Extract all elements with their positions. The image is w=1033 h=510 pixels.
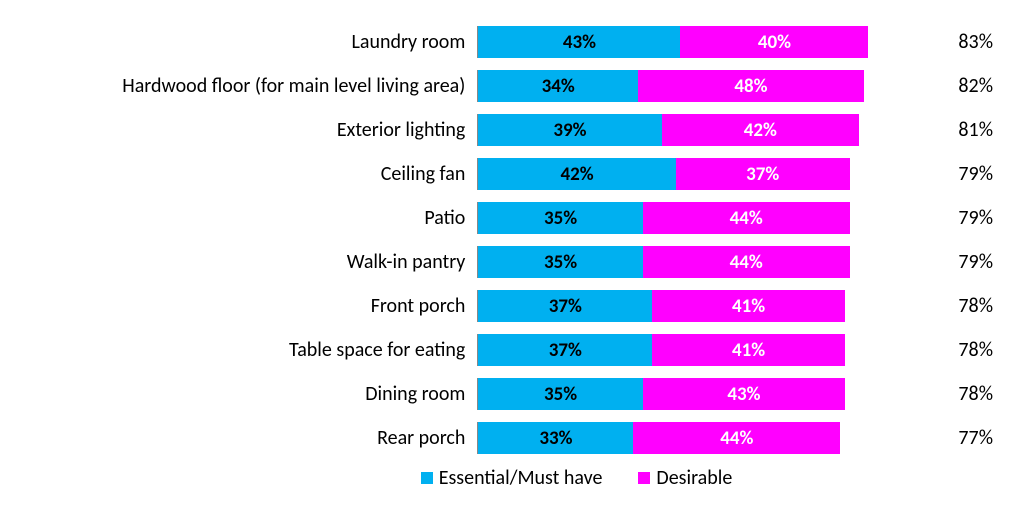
chart-row: Rear porch 33% 44% 77%	[40, 416, 993, 460]
segment-value: 37%	[746, 163, 779, 186]
category-label: Front porch	[40, 294, 477, 318]
chart-row: Laundry room 43% 40% 83%	[40, 20, 993, 64]
segment-value: 37%	[549, 339, 582, 362]
category-label: Patio	[40, 206, 477, 230]
bar-track: 34% 48%	[477, 70, 944, 102]
segment-value: 41%	[732, 295, 765, 318]
total-label: 79%	[944, 206, 993, 230]
segment-value: 37%	[549, 295, 582, 318]
bar-segment-essential: 34%	[478, 70, 638, 102]
bar-segment-desirable: 41%	[652, 290, 845, 322]
total-label: 81%	[944, 118, 993, 142]
bar-track: 42% 37%	[477, 158, 944, 190]
total-label: 83%	[944, 30, 993, 54]
total-label: 77%	[944, 426, 993, 450]
total-label: 78%	[944, 338, 993, 362]
segment-value: 33%	[539, 427, 572, 450]
segment-value: 48%	[734, 75, 767, 98]
bar-segment-essential: 33%	[478, 422, 633, 454]
category-label: Laundry room	[40, 30, 477, 54]
segment-value: 43%	[563, 31, 596, 54]
legend-item: Essential/Must have	[421, 466, 603, 490]
legend-item: Desirable	[638, 466, 732, 490]
segment-value: 35%	[544, 251, 577, 274]
bar-segment-desirable: 40%	[680, 26, 868, 58]
chart-row: Ceiling fan 42% 37% 79%	[40, 152, 993, 196]
chart-row: Patio 35% 44% 79%	[40, 196, 993, 240]
segment-value: 34%	[542, 75, 575, 98]
bar-segment-essential: 42%	[478, 158, 675, 190]
total-label: 82%	[944, 74, 993, 98]
bar-segment-essential: 35%	[478, 246, 643, 278]
bar-segment-essential: 35%	[478, 202, 643, 234]
category-label: Dining room	[40, 382, 477, 406]
total-label: 78%	[944, 382, 993, 406]
bar-segment-desirable: 44%	[633, 422, 840, 454]
legend-swatch	[638, 472, 650, 484]
total-label: 78%	[944, 294, 993, 318]
category-label: Rear porch	[40, 426, 477, 450]
bar-track: 39% 42%	[477, 114, 944, 146]
segment-value: 44%	[720, 427, 753, 450]
bar-segment-desirable: 41%	[652, 334, 845, 366]
bar-segment-essential: 35%	[478, 378, 643, 410]
segment-value: 40%	[758, 31, 791, 54]
bar-segment-desirable: 43%	[643, 378, 845, 410]
chart-row: Table space for eating 37% 41% 78%	[40, 328, 993, 372]
category-label: Hardwood floor (for main level living ar…	[40, 74, 477, 98]
category-label: Exterior lighting	[40, 118, 477, 142]
segment-value: 41%	[732, 339, 765, 362]
segment-value: 39%	[553, 119, 586, 142]
bar-segment-essential: 37%	[478, 334, 652, 366]
total-label: 79%	[944, 162, 993, 186]
legend-label: Desirable	[656, 466, 732, 490]
segment-value: 43%	[727, 383, 760, 406]
total-label: 79%	[944, 250, 993, 274]
chart-row: Exterior lighting 39% 42% 81%	[40, 108, 993, 152]
bar-track: 35% 44%	[477, 202, 944, 234]
chart-row: Front porch 37% 41% 78%	[40, 284, 993, 328]
bar-segment-essential: 43%	[478, 26, 680, 58]
bar-track: 35% 43%	[477, 378, 944, 410]
segment-value: 44%	[730, 207, 763, 230]
chart-row: Dining room 35% 43% 78%	[40, 372, 993, 416]
bar-track: 43% 40%	[477, 26, 944, 58]
segment-value: 44%	[730, 251, 763, 274]
bar-segment-essential: 37%	[478, 290, 652, 322]
chart-row: Hardwood floor (for main level living ar…	[40, 64, 993, 108]
bar-segment-desirable: 37%	[676, 158, 850, 190]
stacked-bar-chart: Laundry room 43% 40% 83% Hardwood floor (for…	[40, 20, 993, 490]
category-label: Table space for eating	[40, 338, 477, 362]
bar-segment-desirable: 48%	[638, 70, 864, 102]
bar-segment-desirable: 42%	[662, 114, 859, 146]
legend: Essential/Must have Desirable	[160, 466, 993, 490]
bar-track: 37% 41%	[477, 290, 944, 322]
bar-track: 33% 44%	[477, 422, 944, 454]
segment-value: 35%	[544, 207, 577, 230]
legend-swatch	[421, 472, 433, 484]
bar-segment-desirable: 44%	[643, 246, 850, 278]
bar-track: 37% 41%	[477, 334, 944, 366]
category-label: Walk-in pantry	[40, 250, 477, 274]
bar-segment-desirable: 44%	[643, 202, 850, 234]
segment-value: 35%	[544, 383, 577, 406]
category-label: Ceiling fan	[40, 162, 477, 186]
chart-row: Walk-in pantry 35% 44% 79%	[40, 240, 993, 284]
bar-segment-essential: 39%	[478, 114, 661, 146]
segment-value: 42%	[560, 163, 593, 186]
segment-value: 42%	[744, 119, 777, 142]
bar-track: 35% 44%	[477, 246, 944, 278]
legend-label: Essential/Must have	[439, 466, 603, 490]
